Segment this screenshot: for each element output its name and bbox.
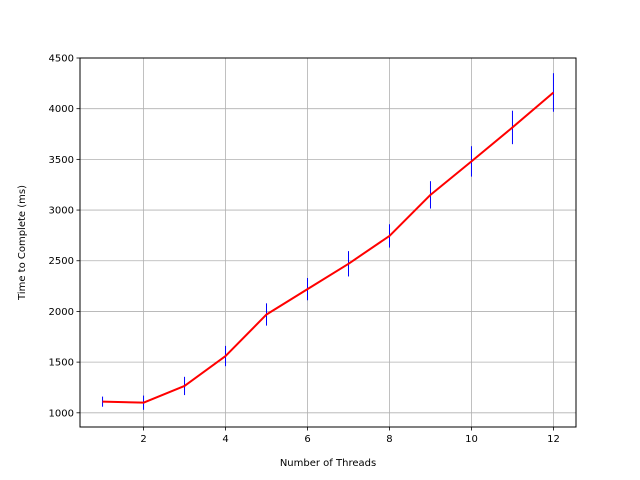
y-tick-label: 2000	[49, 307, 74, 318]
plot-series	[102, 73, 555, 410]
y-tick-label: 1000	[49, 408, 74, 419]
x-axis-label: Number of Threads	[280, 458, 376, 469]
y-axis-label: Time to Complete (ms)	[17, 185, 28, 301]
y-tick-label: 2500	[49, 256, 74, 267]
x-tick-label: 6	[304, 434, 310, 445]
x-tick-label: 10	[465, 434, 478, 445]
x-tick-label: 2	[140, 434, 146, 445]
x-tick-label: 8	[386, 434, 392, 445]
y-tick-label: 1500	[49, 358, 74, 369]
y-tick-label: 3500	[49, 155, 74, 166]
y-tick-label: 4500	[49, 54, 74, 65]
series-line	[102, 91, 555, 404]
y-tick-label: 4000	[49, 104, 74, 115]
axis-ticks: 2 4 6 8 10 12 1000 1500 2000 2500 3000 3500 4000 4500	[49, 54, 560, 446]
x-tick-label: 4	[222, 434, 228, 445]
plot-frame	[79, 57, 577, 428]
y-tick-label: 3000	[49, 206, 74, 217]
x-tick-label: 12	[547, 434, 560, 445]
